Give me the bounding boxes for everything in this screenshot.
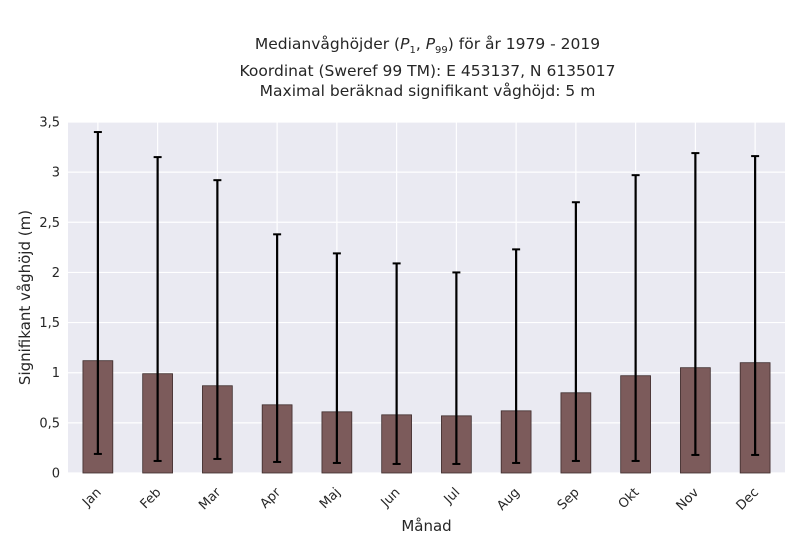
error-bar-maj [332, 252, 341, 464]
x-tick-label: Dec [734, 485, 762, 513]
chart-title-line-1: Medianvåghöjder (P1, P99) för år 1979 - … [254, 35, 601, 57]
error-bar-mar [213, 179, 222, 460]
y-tick-label: 2 [52, 266, 60, 281]
error-bar-apr [273, 233, 282, 463]
y-tick-label: 1 [52, 366, 60, 381]
x-tick-label: Feb [138, 485, 165, 512]
x-tick-label: Mar [196, 485, 224, 513]
error-bar-aug [512, 248, 521, 464]
y-tick-label: 2,5 [39, 216, 60, 231]
y-tick-label: 0 [52, 467, 60, 482]
y-axis-label: Signifikant våghöjd (m) [16, 210, 34, 385]
x-tick-label: Sep [555, 485, 583, 513]
error-bar-jun [392, 262, 401, 465]
y-tick-label: 0,5 [39, 416, 60, 431]
error-bar-nov [691, 152, 700, 456]
plot-background [68, 122, 785, 473]
chart-title: Medianvåghöjder (P1, P99) för år 1979 - … [0, 34, 800, 101]
error-bar-okt [631, 174, 640, 462]
x-tick-label: Jan [79, 485, 104, 510]
y-tick-label: 3 [52, 166, 60, 181]
x-tick-label: Nov [674, 485, 703, 514]
error-bar-jul [452, 271, 461, 465]
error-bar-jan [93, 131, 102, 455]
y-tick-labels: 0 0,5 1 1,5 2 2,5 3 3,5 [39, 116, 60, 482]
y-tick-label: 1,5 [39, 316, 60, 331]
x-tick-label: Jun [378, 485, 404, 511]
x-tick-label: Apr [257, 485, 284, 512]
error-bar-dec [751, 155, 760, 456]
chart-title-line-3: Maximal beräknad signifikant våghöjd: 5 … [259, 82, 596, 101]
x-axis-label: Månad [401, 517, 451, 535]
x-tick-label: Aug [494, 485, 523, 514]
x-tick-label: Okt [616, 485, 643, 512]
x-tick-label: Jul [441, 485, 463, 507]
y-tick-label: 3,5 [39, 116, 60, 131]
x-tick-label: Maj [317, 485, 344, 512]
error-bar-sep [571, 201, 580, 462]
x-tick-labels: Jan Feb Mar Apr Maj Jun Jul Aug Sep Okt Nov Dec [79, 485, 762, 514]
error-bar-feb [153, 156, 162, 462]
error-bar-layer [93, 131, 760, 465]
chart-title-line-2: Koordinat (Sweref 99 TM): E 453137, N 61… [239, 62, 616, 81]
